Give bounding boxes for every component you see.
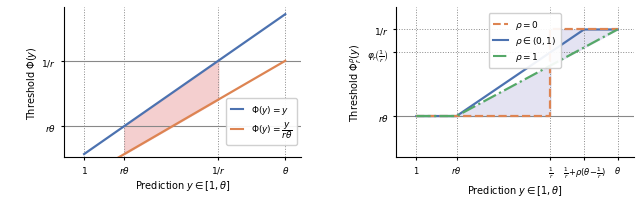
Y-axis label: Threshold $\Phi(y)$: Threshold $\Phi(y)$ xyxy=(25,46,38,119)
Legend: $\rho = 0$, $\rho \in (0,1)$, $\rho = 1$: $\rho = 0$, $\rho \in (0,1)$, $\rho = 1$ xyxy=(488,14,561,68)
X-axis label: Prediction $y \in [1, \theta]$: Prediction $y \in [1, \theta]$ xyxy=(467,183,563,197)
Legend: $\Phi(y) = y$, $\Phi(y) = \dfrac{y}{r\theta}$: $\Phi(y) = y$, $\Phi(y) = \dfrac{y}{r\th… xyxy=(227,99,297,145)
X-axis label: Prediction $y \in [1, \theta]$: Prediction $y \in [1, \theta]$ xyxy=(134,178,230,192)
Y-axis label: Threshold $\Phi_r^\rho(y)$: Threshold $\Phi_r^\rho(y)$ xyxy=(349,44,364,122)
